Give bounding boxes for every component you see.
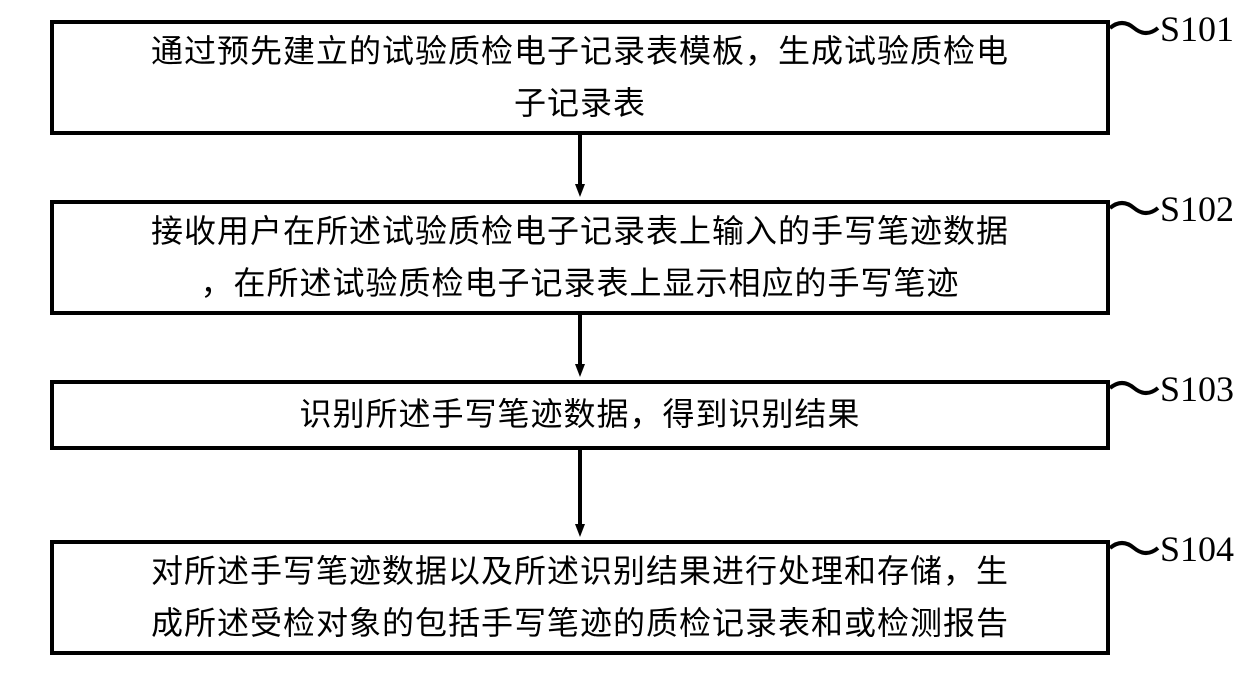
step-box-s104: 对所述手写笔迹数据以及所述识别结果进行处理和存储，生 成所述受检对象的包括手写笔… <box>50 540 1110 655</box>
squiggle-s101 <box>1110 23 1158 33</box>
step-box-s101: 通过预先建立的试验质检电子记录表模板，生成试验质检电 子记录表 <box>50 20 1110 135</box>
squiggle-s104 <box>1110 543 1158 553</box>
step-box-s103: 识别所述手写笔迹数据，得到识别结果 <box>50 380 1110 450</box>
step-label-s103: S103 <box>1160 368 1234 410</box>
squiggle-s102 <box>1110 203 1158 213</box>
step-label-s104: S104 <box>1160 528 1234 570</box>
flowchart-canvas: 通过预先建立的试验质检电子记录表模板，生成试验质检电 子记录表 S101 接收用… <box>0 0 1240 692</box>
squiggle-s103 <box>1110 383 1158 393</box>
step-text-s101: 通过预先建立的试验质检电子记录表模板，生成试验质检电 子记录表 <box>151 26 1009 128</box>
step-text-s102: 接收用户在所述试验质检电子记录表上输入的手写笔迹数据 ，在所述试验质检电子记录表… <box>151 206 1009 308</box>
step-label-s102: S102 <box>1160 188 1234 230</box>
step-text-s103: 识别所述手写笔迹数据，得到识别结果 <box>299 389 860 440</box>
step-text-s104: 对所述手写笔迹数据以及所述识别结果进行处理和存储，生 成所述受检对象的包括手写笔… <box>151 546 1009 648</box>
step-label-s101: S101 <box>1160 8 1234 50</box>
step-box-s102: 接收用户在所述试验质检电子记录表上输入的手写笔迹数据 ，在所述试验质检电子记录表… <box>50 200 1110 315</box>
